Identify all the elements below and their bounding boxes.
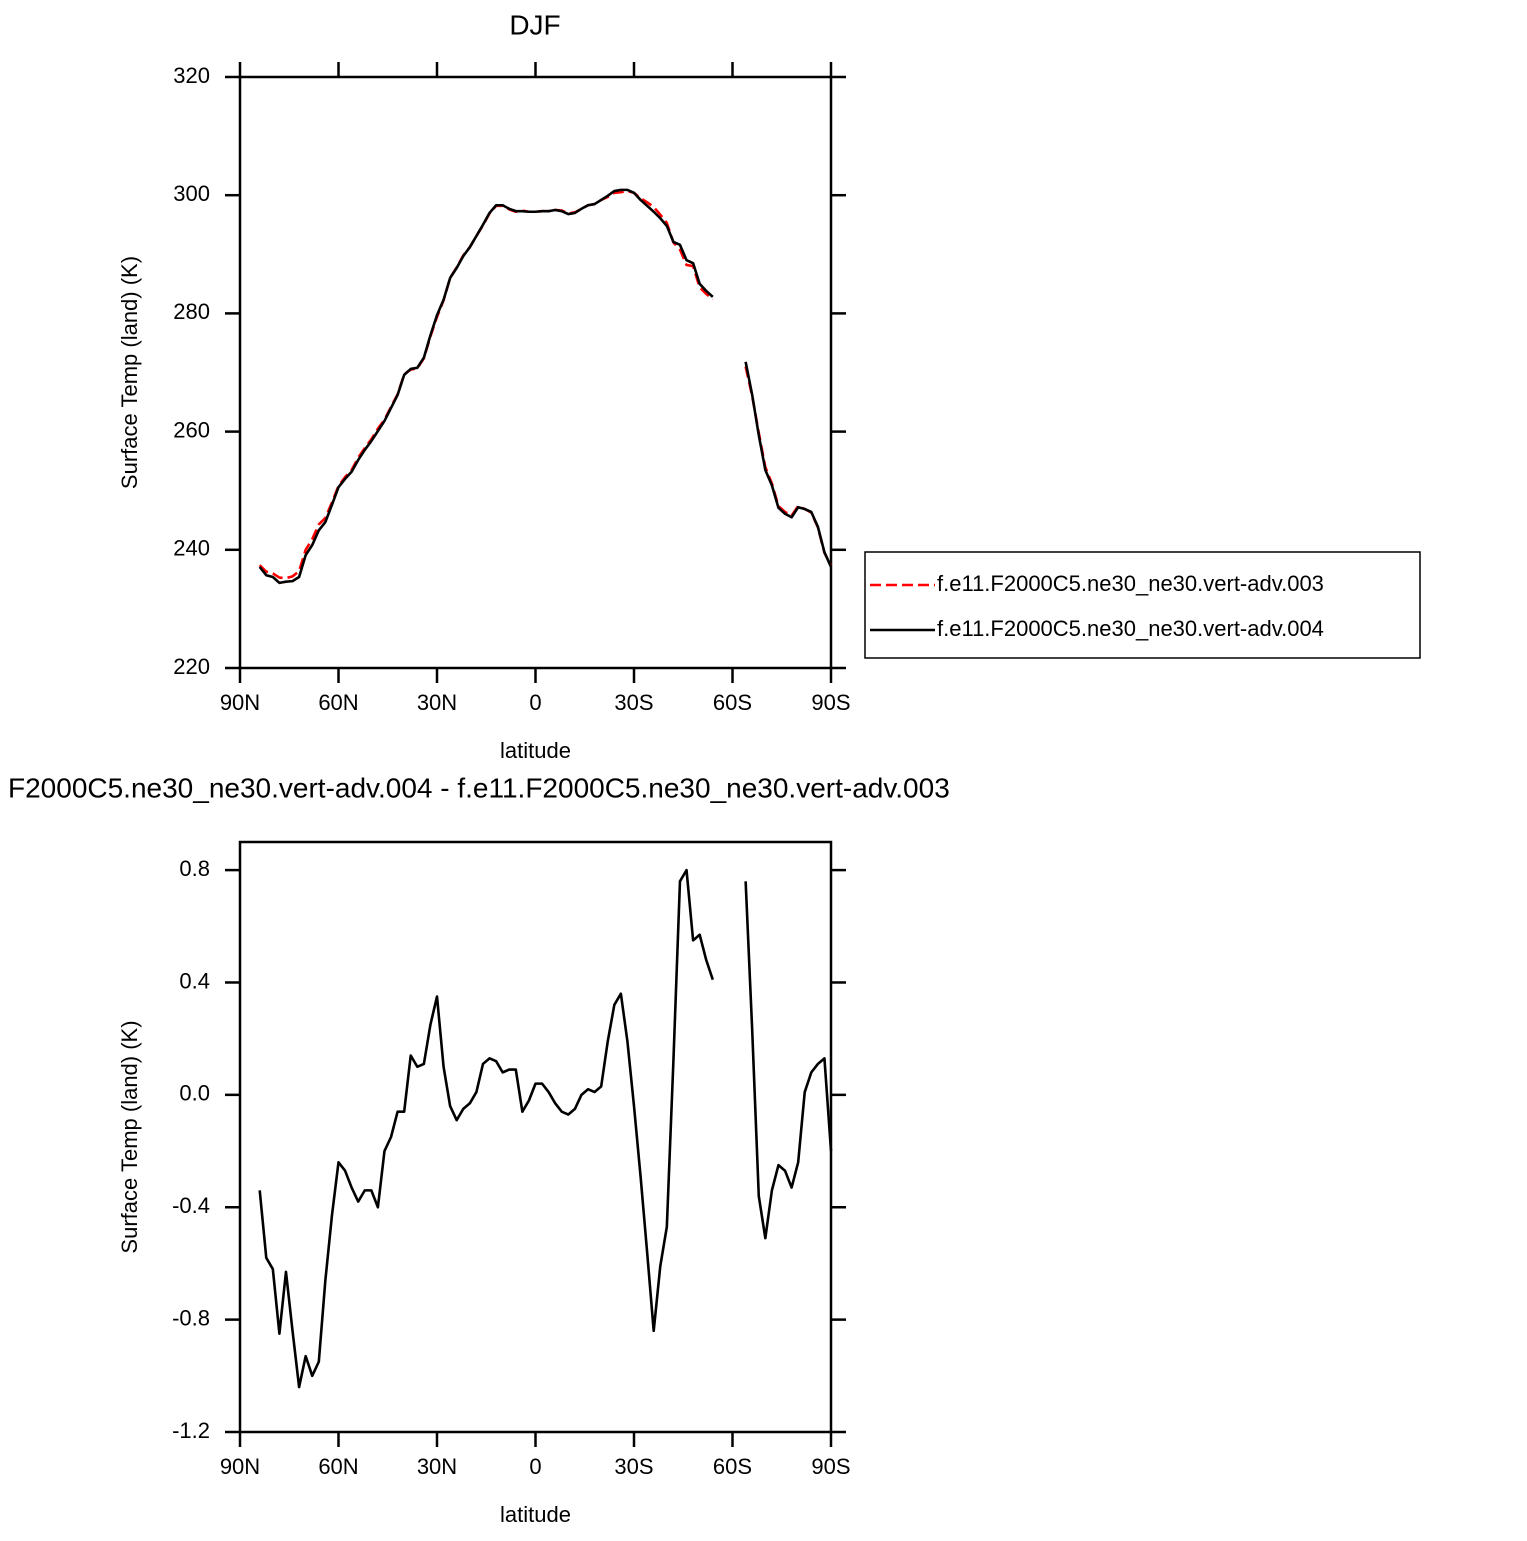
x-tick-label: 30N xyxy=(417,1454,457,1479)
y-tick-label: -1.2 xyxy=(172,1418,210,1443)
y-tick-label: 320 xyxy=(173,63,210,88)
x-tick-label: 30N xyxy=(417,690,457,715)
x-tick-label: 90S xyxy=(811,1454,850,1479)
plot-frame xyxy=(238,75,833,670)
x-tick-label: 30S xyxy=(614,1454,653,1479)
x-tick-label: 0 xyxy=(529,1454,541,1479)
y-tick-label: 0.0 xyxy=(179,1081,210,1106)
y-axis-label: Surface Temp (land) (K) xyxy=(117,1020,142,1253)
chart-title: DJF xyxy=(509,9,560,40)
x-tick-label: 60N xyxy=(318,690,358,715)
x-tick-label: 90N xyxy=(220,690,260,715)
legend-label: f.e11.F2000C5.ne30_ne30.vert-adv.003 xyxy=(937,571,1324,596)
x-tick-label: 30S xyxy=(614,690,653,715)
y-tick-label: 260 xyxy=(173,417,210,442)
legend-box xyxy=(864,551,1421,659)
data-line xyxy=(258,188,833,585)
y-tick-label: 0.4 xyxy=(179,968,210,993)
x-tick-label: 60S xyxy=(713,690,752,715)
x-tick-label: 60S xyxy=(713,1454,752,1479)
y-tick-label: -0.4 xyxy=(172,1193,210,1218)
y-tick-label: 300 xyxy=(173,181,210,206)
y-tick-label: 0.8 xyxy=(179,856,210,881)
legend-label: f.e11.F2000C5.ne30_ne30.vert-adv.004 xyxy=(937,616,1324,641)
y-tick-label: -0.8 xyxy=(172,1305,210,1330)
x-tick-label: 90S xyxy=(811,690,850,715)
y-axis-label: Surface Temp (land) (K) xyxy=(117,256,142,489)
y-tick-label: 240 xyxy=(173,536,210,561)
x-tick-label: 60N xyxy=(318,1454,358,1479)
chart-title: F2000C5.ne30_ne30.vert-adv.004 - f.e11.F… xyxy=(8,772,950,803)
data-line xyxy=(258,189,833,580)
x-tick-label: 0 xyxy=(529,690,541,715)
x-axis-label: latitude xyxy=(500,738,571,763)
x-tick-label: 90N xyxy=(220,1454,260,1479)
plot-frame xyxy=(238,840,833,1434)
y-tick-label: 220 xyxy=(173,654,210,679)
data-line xyxy=(258,868,833,1389)
x-axis-label: latitude xyxy=(500,1502,571,1527)
y-tick-label: 280 xyxy=(173,299,210,324)
